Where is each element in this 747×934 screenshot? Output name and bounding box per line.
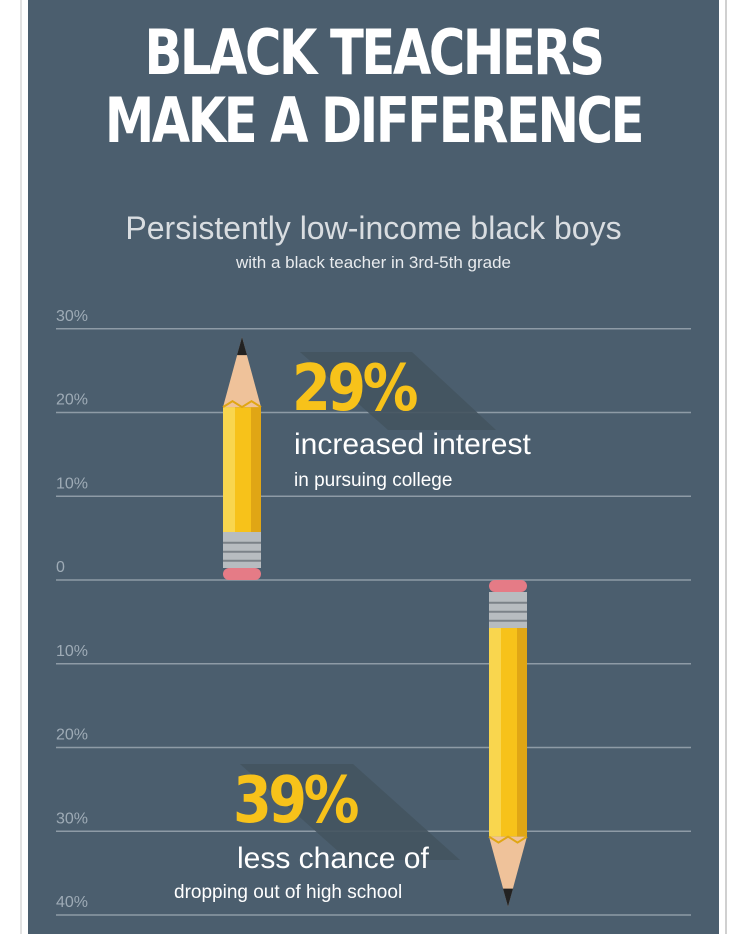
pencil-ferrule <box>223 532 261 568</box>
y-tick-label: 20% <box>56 727 88 744</box>
bar-pencil-negative <box>488 580 528 907</box>
subtitle: Persistently low-income black boys <box>125 210 622 246</box>
bar-value-label: 29% <box>292 352 418 426</box>
pencil-tip <box>489 836 527 907</box>
y-tick-label: 40% <box>56 894 88 911</box>
pencil-graphite <box>237 337 247 356</box>
pencil-tip <box>223 337 261 408</box>
bar-caption: increased interest <box>294 428 531 461</box>
y-tick-label: 30% <box>56 308 88 325</box>
label-shadow <box>300 352 496 430</box>
bar-subcaption: dropping out of high school <box>174 882 402 903</box>
bar-value-label: 39% <box>233 764 359 838</box>
pencil-eraser <box>489 580 527 592</box>
subtitle-detail: with a black teacher in 3rd-5th grade <box>236 253 511 272</box>
y-tick-label: 20% <box>56 392 88 409</box>
bar-caption: less chance of <box>237 842 429 875</box>
bar-subcaption: in pursuing college <box>294 470 452 491</box>
infographic-panel: BLACK TEACHERS MAKE A DIFFERENCE Persist… <box>28 0 719 934</box>
frame-border-right <box>725 0 727 934</box>
pencil-ferrule <box>489 592 527 628</box>
y-tick-label: 10% <box>56 643 88 660</box>
label-shadow <box>240 764 460 860</box>
bar-pencil-positive <box>222 337 262 580</box>
title-line-1: BLACK TEACHERS <box>144 16 605 89</box>
pencil-bar-chart: 30% 20% 10% 0 10% 20% 30% 40% 29%increased inter… <box>56 308 691 916</box>
y-tick-label: 30% <box>56 810 88 827</box>
frame-border-left <box>20 0 22 934</box>
pencil-eraser <box>223 568 261 580</box>
pencil-graphite <box>503 888 513 907</box>
y-tick-label: 0 <box>56 559 65 576</box>
title-line-2: MAKE A DIFFERENCE <box>104 84 645 157</box>
y-tick-label: 10% <box>56 475 88 492</box>
